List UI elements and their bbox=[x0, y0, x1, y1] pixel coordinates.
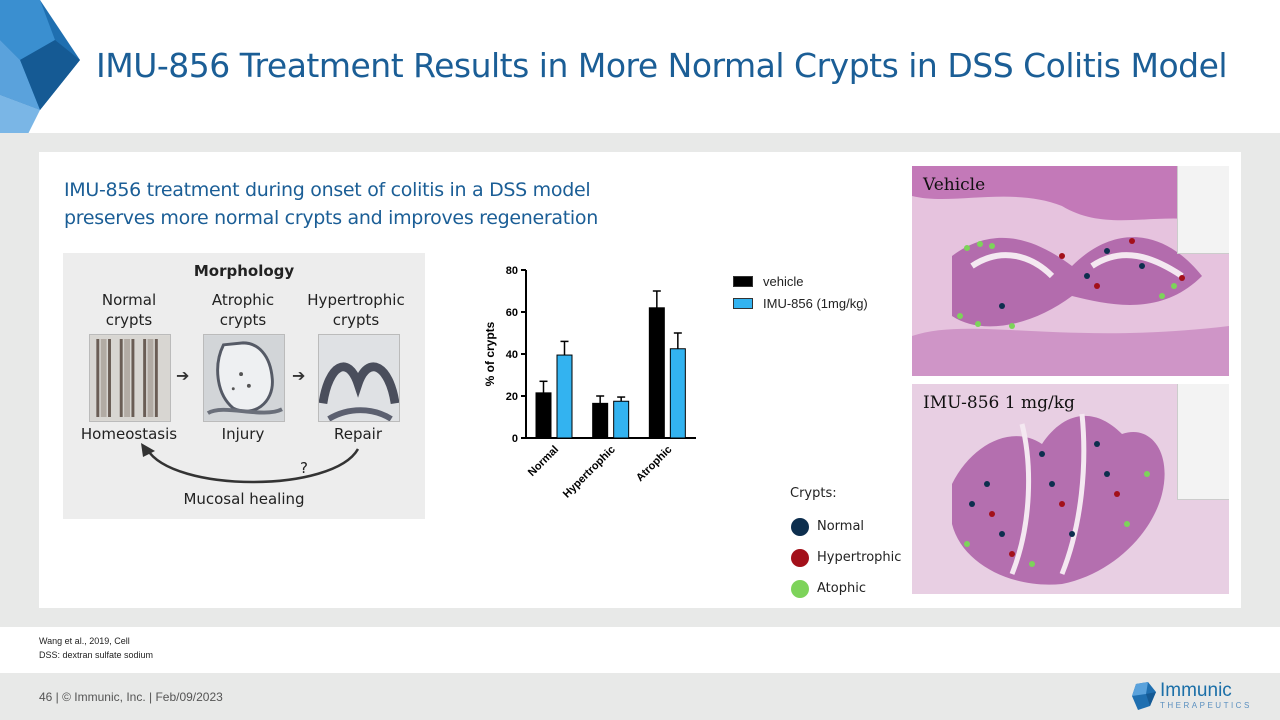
x-tick-label: Hypertrophic bbox=[561, 444, 618, 501]
legend-swatch-imu856 bbox=[733, 297, 753, 309]
crypt-label-atophic: Atophic bbox=[817, 581, 866, 596]
logo-name: Immunic bbox=[1160, 680, 1232, 701]
crypts-legend: Crypts: Normal Hypertrophic Atophic bbox=[790, 486, 901, 604]
stage-repair: Repair bbox=[333, 425, 383, 443]
histology-imu856-drawing bbox=[912, 384, 1229, 594]
slide-subtitle: IMU-856 treatment during onset of coliti… bbox=[64, 176, 598, 232]
normal-crypts-label-line1: Normal bbox=[101, 291, 157, 309]
hypertrophic-crypts-label-line2: crypts bbox=[332, 311, 380, 329]
histology-label-imu856: IMU-856 1 mg/kg bbox=[923, 393, 1075, 413]
y-tick-label: 20 bbox=[506, 391, 518, 403]
morphology-title: Morphology bbox=[193, 262, 295, 280]
crypt-dot-normal bbox=[791, 517, 809, 536]
normal-crypts-label: Normal crypts bbox=[69, 290, 189, 330]
y-axis-label: % of crypts bbox=[483, 321, 497, 386]
atrophic-crypts-label-line2: crypts bbox=[219, 311, 267, 329]
arrow-right-icon: ➔ bbox=[176, 366, 190, 385]
subtitle-line-2: preserves more normal crypts and improve… bbox=[64, 207, 598, 229]
morphology-diagram: Morphology Normal crypts Atrophic crypts… bbox=[63, 253, 425, 519]
stage-homeostasis: Homeostasis bbox=[80, 425, 178, 443]
company-logo: Immunic THERAPEUTICS bbox=[1132, 681, 1252, 710]
legend-item-vehicle: vehicle bbox=[733, 270, 868, 292]
bar-0-0 bbox=[535, 392, 552, 439]
histology-image-vehicle: Vehicle bbox=[912, 166, 1229, 376]
logo-subtitle: THERAPEUTICS bbox=[1160, 701, 1252, 710]
normal-crypts-image bbox=[89, 334, 171, 422]
histology-label-vehicle: Vehicle bbox=[923, 175, 986, 195]
bar-1-1 bbox=[613, 400, 630, 439]
y-tick-label: 80 bbox=[506, 265, 518, 277]
hypertrophic-crypts-image bbox=[318, 334, 400, 422]
y-tick-label: 0 bbox=[512, 433, 518, 445]
legend-item-imu856: IMU-856 (1mg/kg) bbox=[733, 292, 868, 314]
histology-vehicle-drawing bbox=[912, 166, 1229, 376]
crypts-legend-item-atophic: Atophic bbox=[790, 573, 901, 604]
footer-text: 46 | © Immunic, Inc. | Feb/09/2023 bbox=[39, 690, 223, 704]
bar-1-0 bbox=[556, 354, 573, 439]
bar-0-1 bbox=[592, 402, 609, 439]
bar-0-2 bbox=[648, 307, 665, 439]
atrophic-crypts-image bbox=[203, 334, 285, 422]
histology-inset-vehicle bbox=[1177, 166, 1229, 254]
atrophic-crypts-label: Atrophic crypts bbox=[183, 290, 303, 330]
crypts-legend-item-normal: Normal bbox=[790, 511, 901, 542]
reference-abbreviation: DSS: dextran sulfate sodium bbox=[39, 650, 154, 660]
crypts-legend-title: Crypts: bbox=[790, 486, 837, 501]
crypts-bar-chart: 0 20 40 60 80 % of crypts Normal Hypertrophic At… bbox=[483, 265, 696, 501]
x-tick-label: Normal bbox=[526, 444, 561, 479]
chart-legend: vehicle IMU-856 (1mg/kg) bbox=[733, 270, 868, 314]
y-tick-label: 60 bbox=[506, 307, 518, 319]
stage-injury: Injury bbox=[221, 425, 265, 443]
bar-1-2 bbox=[669, 348, 686, 439]
crypt-dot-hypertrophic bbox=[791, 548, 809, 567]
hypertrophic-crypts-label: Hypertrophic crypts bbox=[296, 290, 416, 330]
subtitle-line-1: IMU-856 treatment during onset of coliti… bbox=[64, 179, 591, 201]
crypt-label-normal: Normal bbox=[817, 519, 865, 534]
normal-crypts-label-line2: crypts bbox=[105, 311, 153, 329]
y-tick-label: 40 bbox=[506, 349, 518, 361]
legend-swatch-vehicle bbox=[733, 275, 753, 287]
crypt-dot-atophic bbox=[791, 579, 809, 598]
references: Wang et al., 2019, Cell DSS: dextran sul… bbox=[39, 634, 153, 662]
hypertrophic-crypts-label-line1: Hypertrophic bbox=[307, 291, 405, 309]
question-mark: ? bbox=[300, 459, 308, 477]
atrophic-crypts-label-line1: Atrophic bbox=[211, 291, 275, 309]
footer-bar: 46 | © Immunic, Inc. | Feb/09/2023 bbox=[0, 673, 1280, 720]
x-tick-label: Atrophic bbox=[634, 444, 674, 484]
reference-citation: Wang et al., 2019, Cell bbox=[39, 636, 130, 646]
crypts-legend-item-hypertrophic: Hypertrophic bbox=[790, 542, 901, 573]
legend-label-imu856: IMU-856 (1mg/kg) bbox=[763, 295, 868, 311]
mucosal-healing-label: Mucosal healing bbox=[183, 490, 305, 508]
slide-title: IMU-856 Treatment Results in More Normal… bbox=[96, 46, 1228, 85]
healing-cycle-arrow bbox=[141, 443, 360, 484]
legend-label-vehicle: vehicle bbox=[763, 273, 804, 289]
immunic-logo-icon bbox=[1132, 681, 1156, 710]
histology-inset-imu856 bbox=[1177, 384, 1229, 500]
histology-image-imu856: IMU-856 1 mg/kg bbox=[912, 384, 1229, 594]
arrow-right-icon: ➔ bbox=[292, 366, 306, 385]
crypt-label-hypertrophic: Hypertrophic bbox=[817, 550, 902, 565]
